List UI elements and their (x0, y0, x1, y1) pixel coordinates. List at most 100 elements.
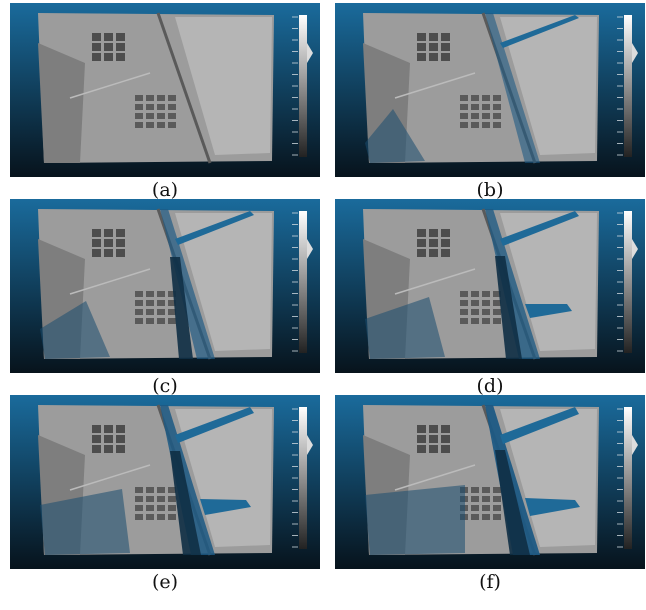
field-block (92, 229, 101, 237)
field-block (168, 122, 176, 128)
field-block (441, 445, 450, 453)
field-block (168, 318, 176, 324)
panel-label: (b) (335, 179, 645, 201)
field-block (157, 95, 165, 101)
field-block (429, 425, 438, 433)
colorbar (624, 15, 632, 157)
field-block (157, 291, 165, 297)
field-block (441, 435, 450, 443)
field-block (429, 445, 438, 453)
field-block (135, 505, 143, 511)
field-block (493, 487, 501, 493)
field-block (146, 318, 154, 324)
field-block (441, 33, 450, 41)
field-block (482, 309, 490, 315)
figure-panel: (d) (335, 199, 645, 397)
field-block (417, 445, 426, 453)
point-cloud-render (335, 3, 645, 177)
field-block (493, 309, 501, 315)
field-block (482, 505, 490, 511)
field-block (471, 95, 479, 101)
field-block (116, 249, 125, 257)
field-block (146, 487, 154, 493)
field-block (471, 318, 479, 324)
field-block (135, 300, 143, 306)
field-block (157, 309, 165, 315)
field-block (417, 229, 426, 237)
field-block (135, 122, 143, 128)
flood-fields (365, 485, 465, 555)
field-block (135, 104, 143, 110)
field-block (482, 300, 490, 306)
field-block (482, 291, 490, 297)
field-block (146, 505, 154, 511)
panel-label: (c) (10, 375, 320, 397)
field-block (135, 309, 143, 315)
field-block (116, 425, 125, 433)
field-block (471, 291, 479, 297)
field-block (104, 249, 113, 257)
field-block (168, 505, 176, 511)
field-block (482, 113, 490, 119)
figure-panel: (b) (335, 3, 645, 201)
field-block (471, 309, 479, 315)
figure-panel: (f) (335, 395, 645, 593)
colorbar (299, 15, 307, 157)
field-block (146, 300, 154, 306)
field-block (429, 435, 438, 443)
field-block (157, 496, 165, 502)
field-block (168, 95, 176, 101)
field-block (146, 95, 154, 101)
field-block (417, 33, 426, 41)
field-block (135, 95, 143, 101)
field-block (493, 104, 501, 110)
field-block (92, 435, 101, 443)
field-block (417, 239, 426, 247)
field-block (135, 496, 143, 502)
field-block (157, 505, 165, 511)
field-block (429, 53, 438, 61)
field-block (104, 445, 113, 453)
panel-label: (f) (335, 571, 645, 593)
field-block (471, 122, 479, 128)
field-block (104, 229, 113, 237)
field-block (441, 43, 450, 51)
field-block (493, 113, 501, 119)
field-block (104, 43, 113, 51)
field-block (471, 505, 479, 511)
field-block (417, 249, 426, 257)
field-block (146, 496, 154, 502)
point-cloud-render (335, 199, 645, 373)
field-block (482, 514, 490, 520)
field-block (460, 104, 468, 110)
field-block (429, 229, 438, 237)
field-block (429, 249, 438, 257)
figure-panel: (a) (10, 3, 320, 201)
field-block (482, 496, 490, 502)
colorbar (624, 211, 632, 353)
field-block (146, 122, 154, 128)
figure: (a) (0, 0, 646, 610)
field-block (168, 496, 176, 502)
figure-panel: (c) (10, 199, 320, 397)
field-block (493, 514, 501, 520)
field-block (92, 425, 101, 433)
field-block (168, 514, 176, 520)
panel-label: (a) (10, 179, 320, 201)
field-block (135, 291, 143, 297)
field-block (146, 291, 154, 297)
field-block (471, 496, 479, 502)
field-block (104, 425, 113, 433)
field-block (116, 435, 125, 443)
field-block (104, 239, 113, 247)
colorbar (299, 211, 307, 353)
field-block (482, 122, 490, 128)
field-block (146, 309, 154, 315)
field-block (116, 53, 125, 61)
field-block (460, 122, 468, 128)
point-cloud-render (10, 199, 320, 373)
field-block (116, 445, 125, 453)
field-block (471, 300, 479, 306)
field-block (92, 53, 101, 61)
field-block (417, 425, 426, 433)
